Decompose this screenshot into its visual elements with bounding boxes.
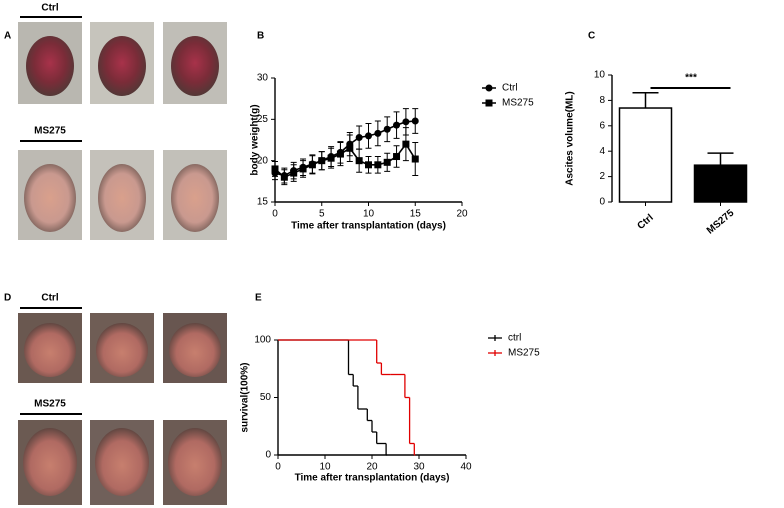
y-tick-label: 30 (257, 73, 269, 84)
x-tick-label: 10 (319, 462, 331, 473)
photo-row (18, 150, 227, 240)
marker (355, 157, 363, 165)
x-tick-label: 40 (460, 462, 472, 473)
y-tick-label: 10 (594, 70, 606, 81)
marker (355, 134, 363, 142)
y-tick-label: 50 (260, 392, 272, 403)
x-tick-label: 20 (456, 209, 468, 220)
panel-label: C (588, 31, 595, 42)
marker (411, 155, 419, 163)
photo-row (18, 22, 227, 104)
y-tick-label: 0 (599, 197, 605, 208)
x-tick-label: 15 (410, 209, 422, 220)
y-tick-label: 15 (257, 197, 269, 208)
marker (393, 153, 401, 161)
marker (383, 125, 391, 133)
group-label: Ctrl (41, 3, 58, 14)
marker (365, 161, 372, 169)
panel-label: E (255, 293, 262, 304)
legend-label: MS275 (502, 98, 534, 109)
series-line (274, 142, 416, 179)
marker (411, 117, 419, 125)
legend-label: MS275 (508, 348, 540, 359)
photo (24, 164, 76, 232)
y-axis-label: survival(100%) (240, 362, 251, 432)
x-tick-label: 30 (413, 462, 425, 473)
photo (169, 323, 221, 377)
marker (485, 84, 493, 92)
error-bar (632, 92, 659, 109)
photo (98, 36, 146, 96)
x-tick-label: Ctrl (635, 212, 655, 232)
marker (365, 132, 372, 140)
x-tick-label: 20 (366, 462, 378, 473)
photo (24, 323, 76, 377)
photo-row (18, 313, 227, 383)
marker (327, 154, 335, 162)
group-label: MS275 (34, 126, 66, 137)
marker (402, 140, 410, 148)
photo-row (18, 420, 227, 505)
marker (346, 144, 354, 152)
photo (171, 164, 219, 232)
marker (280, 173, 288, 181)
annotation: *** (685, 73, 697, 84)
y-axis-label: Ascites volume(ML) (565, 91, 576, 185)
marker (271, 165, 279, 173)
y-tick-label: 20 (257, 155, 269, 166)
marker (383, 158, 391, 166)
panel-label: A (4, 31, 11, 42)
panel-label: B (257, 31, 264, 42)
marker (393, 121, 401, 129)
y-tick-label: 0 (265, 450, 271, 461)
marker (336, 150, 344, 158)
x-tick-label: 5 (319, 209, 325, 220)
bar (618, 107, 673, 203)
photo (171, 36, 219, 96)
series-line (274, 120, 416, 177)
y-tick-label: 4 (599, 146, 605, 157)
x-tick-label: 0 (272, 209, 278, 220)
marker (374, 161, 382, 169)
marker (402, 118, 410, 126)
photo (26, 36, 74, 96)
marker (318, 157, 326, 165)
x-axis-label: Time after transplantation (days) (295, 473, 450, 484)
y-tick-label: 6 (599, 120, 605, 131)
x-axis-label: Time after transplantation (days) (291, 221, 446, 232)
legend-label: ctrl (508, 333, 521, 344)
bar (693, 164, 748, 203)
y-axis-label: body weight(g) (250, 104, 261, 175)
marker (308, 161, 316, 169)
marker (485, 99, 493, 107)
photo (95, 428, 149, 496)
x-tick-label: MS275 (705, 207, 737, 236)
y-tick-label: 25 (257, 114, 269, 125)
y-tick-label: 100 (254, 335, 271, 346)
y-tick-label: 8 (599, 95, 605, 106)
marker (290, 169, 298, 177)
marker (299, 165, 307, 173)
photo (98, 164, 146, 232)
marker (374, 129, 382, 137)
group-label: MS275 (34, 399, 66, 410)
group-label: Ctrl (41, 293, 58, 304)
x-tick-label: 0 (275, 462, 281, 473)
photo (168, 428, 222, 496)
error-bar (707, 152, 734, 166)
panel-label: D (4, 293, 11, 304)
photo (96, 323, 148, 377)
photo (23, 428, 77, 496)
legend-label: Ctrl (502, 83, 518, 94)
y-tick-label: 2 (599, 171, 605, 182)
x-tick-label: 10 (363, 209, 375, 220)
